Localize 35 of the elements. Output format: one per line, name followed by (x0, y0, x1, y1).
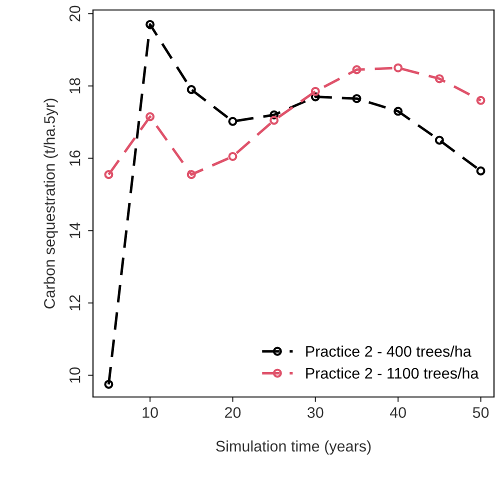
y-tick-label: 14 (70, 222, 80, 238)
point (270, 116, 279, 125)
point (434, 74, 444, 84)
point (186, 170, 196, 180)
x-tick-label: 20 (225, 407, 241, 418)
y-tick-label: 20 (69, 6, 80, 22)
point (434, 136, 444, 145)
x-tick-label: 10 (142, 407, 158, 418)
point (186, 85, 196, 94)
point (352, 94, 362, 104)
legend-label: Practice 2 - 400 trees/ha (306, 346, 472, 357)
point (476, 166, 486, 176)
point (270, 110, 279, 120)
point (352, 65, 362, 74)
x-tick-label: 40 (390, 407, 406, 418)
point (228, 152, 238, 161)
x-tick-label: 50 (472, 407, 489, 418)
x-tick-label: 30 (307, 407, 324, 418)
point (146, 20, 155, 29)
point (104, 170, 114, 180)
y-tick-label: 10 (69, 367, 80, 383)
point (104, 380, 114, 389)
y-tick-label: 18 (69, 78, 80, 94)
point (228, 116, 238, 126)
x-axis-title: Simulation time (years) (216, 440, 371, 455)
point (476, 96, 486, 105)
point (394, 63, 403, 72)
y-axis-title: Carbon sequestration (t/ha.5yr) (44, 98, 58, 308)
y-tick-label: 12 (69, 295, 80, 310)
point (394, 106, 403, 116)
point (146, 112, 155, 122)
legend-label: Practice 2 - 1100 trees/ha (306, 367, 479, 379)
point (310, 86, 320, 96)
y-tick-label: 16 (69, 150, 80, 166)
point (310, 92, 320, 102)
